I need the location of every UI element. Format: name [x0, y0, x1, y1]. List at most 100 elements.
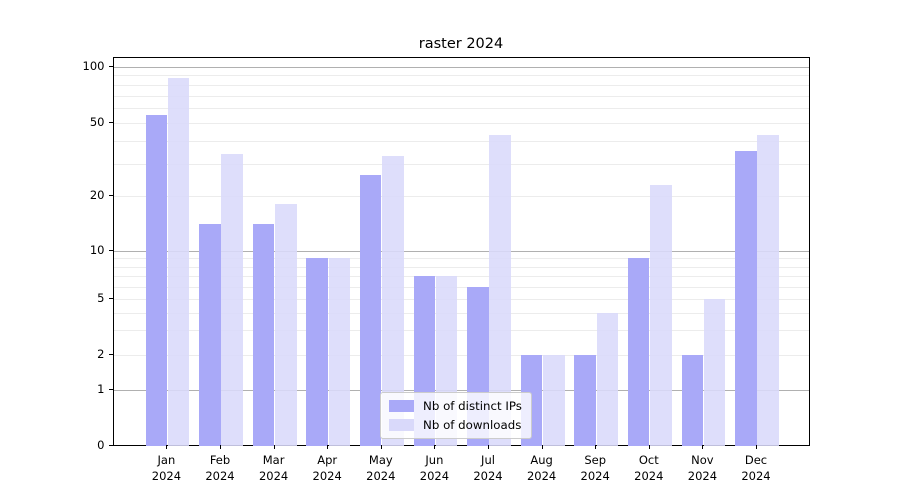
legend-label-downloads: Nb of downloads	[423, 418, 522, 432]
legend-item-distinct-ips: Nb of distinct IPs	[389, 399, 522, 413]
x-tick-label-jan: Jan 2024	[139, 452, 193, 484]
y-tick-label-20: 20	[89, 188, 105, 202]
y-tick-mark-20	[108, 195, 113, 196]
gridline-minor-90	[113, 75, 809, 77]
bar-distinct-ips-nov	[681, 355, 703, 446]
bar-downloads-sep	[596, 312, 619, 446]
legend-swatch-distinct-ips	[389, 400, 414, 412]
bar-distinct-ips-mar	[252, 224, 275, 446]
x-tick-mark-jun	[434, 445, 436, 449]
bar-downloads-apr	[328, 258, 351, 446]
y-tick-mark-50	[108, 121, 113, 123]
y-tick-label-50: 50	[89, 114, 105, 129]
x-tick-label-jul: Jul 2024	[461, 452, 515, 484]
gridline-minor-50	[113, 122, 809, 124]
y-tick-mark-5	[108, 298, 113, 300]
y-tick-label-1: 1	[97, 382, 105, 397]
x-tick-label-apr: Apr 2024	[300, 452, 354, 484]
x-tick-label-dec: Dec 2024	[729, 452, 783, 484]
bar-distinct-ips-jan	[145, 115, 167, 446]
x-tick-label-feb: Feb 2024	[193, 452, 247, 484]
x-tick-year-sep: 2024	[580, 469, 610, 483]
gridline-minor-2	[113, 355, 809, 356]
x-tick-year-aug: 2024	[526, 469, 557, 483]
bar-downloads-jan	[167, 78, 190, 446]
x-tick-year-oct: 2024	[634, 469, 664, 483]
chart-title: raster 2024	[418, 36, 504, 52]
x-tick-mark-oct	[648, 445, 650, 449]
gridline-minor-70	[113, 95, 809, 97]
x-tick-mark-sep	[595, 445, 597, 449]
x-tick-year-jul: 2024	[473, 469, 503, 483]
x-tick-mark-aug	[541, 445, 543, 449]
y-tick-mark-1	[108, 389, 113, 391]
gridline-minor-5	[113, 299, 809, 301]
x-tick-year-nov: 2024	[687, 469, 718, 483]
x-tick-label-nov: Nov 2024	[675, 452, 729, 484]
bar-downloads-mar	[275, 204, 297, 446]
bar-downloads-may	[382, 155, 404, 446]
gridline-minor-80	[113, 84, 809, 86]
x-tick-label-may: May 2024	[354, 452, 408, 484]
x-tick-mark-dec	[756, 445, 757, 449]
x-tick-mark-may	[380, 445, 382, 449]
y-tick-label-10: 10	[89, 243, 105, 257]
bar-downloads-jul	[489, 134, 511, 446]
x-tick-year-mar: 2024	[258, 469, 289, 483]
gridline-minor-30	[113, 163, 809, 165]
bar-downloads-nov	[703, 299, 726, 446]
x-tick-year-may: 2024	[366, 469, 396, 483]
x-tick-mark-mar	[273, 445, 275, 449]
gridline-minor-20	[113, 196, 809, 197]
x-tick-mark-nov	[702, 445, 704, 449]
gridline-major-1	[113, 390, 809, 392]
x-tick-label-aug: Aug 2024	[515, 452, 569, 484]
x-tick-year-dec: 2024	[741, 469, 771, 483]
y-tick-label-100: 100	[82, 59, 105, 73]
y-tick-label-5: 5	[97, 291, 105, 306]
bar-downloads-aug	[543, 355, 565, 446]
gridline-minor-6	[113, 286, 809, 288]
x-tick-mark-jul	[488, 445, 489, 449]
x-tick-label-sep: Sep 2024	[568, 452, 622, 484]
gridline-major-10	[113, 251, 809, 252]
y-tick-mark-2	[108, 354, 113, 355]
gridline-minor-9	[113, 258, 809, 260]
bar-distinct-ips-sep	[574, 355, 596, 446]
gridline-minor-40	[113, 140, 809, 142]
x-tick-year-apr: 2024	[312, 469, 342, 483]
y-tick-label-2: 2	[97, 347, 105, 361]
x-tick-label-jun: Jun 2024	[407, 452, 461, 484]
bar-distinct-ips-feb	[199, 224, 221, 446]
bar-distinct-ips-dec	[735, 151, 757, 446]
y-tick-label-0: 0	[97, 438, 105, 452]
bar-downloads-feb	[221, 153, 243, 446]
bar-distinct-ips-may	[359, 175, 382, 446]
legend-item-downloads: Nb of downloads	[389, 418, 522, 432]
x-tick-year-jun: 2024	[419, 469, 450, 483]
legend: Nb of distinct IPs Nb of downloads	[380, 392, 532, 439]
bar-downloads-dec	[757, 134, 779, 446]
gridline-minor-60	[113, 108, 809, 110]
gridline-major-100	[113, 67, 809, 68]
x-tick-mark-apr	[327, 445, 329, 449]
x-tick-year-jan: 2024	[151, 469, 182, 483]
plot-area	[112, 56, 810, 446]
gridline-minor-4	[113, 312, 809, 314]
gridline-minor-3	[113, 330, 809, 332]
gridline-minor-7	[113, 275, 809, 277]
x-tick-mark-jan	[166, 445, 168, 449]
bar-distinct-ips-oct	[627, 258, 650, 446]
legend-label-distinct-ips: Nb of distinct IPs	[423, 399, 522, 413]
legend-swatch-downloads	[389, 419, 414, 431]
y-tick-mark-0	[108, 445, 113, 446]
x-tick-label-oct: Oct 2024	[622, 452, 676, 484]
y-tick-mark-10	[108, 250, 113, 251]
y-tick-mark-100	[108, 66, 113, 67]
gridline-minor-8	[113, 266, 809, 268]
bar-downloads-oct	[650, 184, 672, 446]
x-tick-label-mar: Mar 2024	[247, 452, 301, 484]
bar-distinct-ips-apr	[306, 258, 328, 446]
x-tick-year-feb: 2024	[205, 469, 235, 483]
